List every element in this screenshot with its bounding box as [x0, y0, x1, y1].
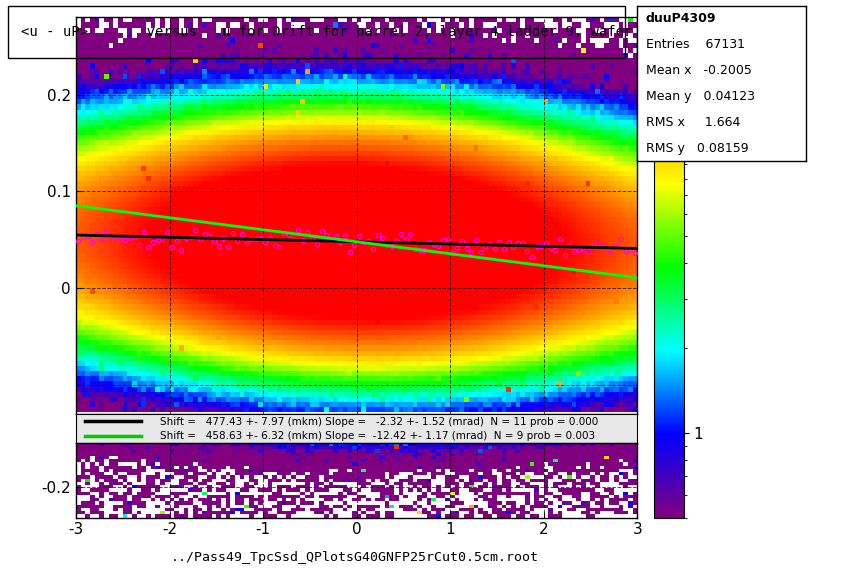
Text: duuP4309: duuP4309	[646, 12, 717, 25]
Text: Mean y   0.04123: Mean y 0.04123	[646, 90, 755, 103]
Text: Mean x   -0.2005: Mean x -0.2005	[646, 64, 751, 77]
Text: ../Pass49_TpcSsd_QPlotsG40GNFP25rCut0.5cm.root: ../Pass49_TpcSsd_QPlotsG40GNFP25rCut0.5c…	[170, 550, 538, 564]
Text: <u - uP>       versus   u for Drift for barrel 2, layer 4 ladder 9, wafer 3: <u - uP> versus u for Drift for barrel 2…	[21, 25, 649, 39]
Text: Shift =   477.43 +- 7.97 (mkm) Slope =   -2.32 +- 1.52 (mrad)  N = 11 prob = 0.0: Shift = 477.43 +- 7.97 (mkm) Slope = -2.…	[160, 417, 598, 427]
Text: RMS x     1.664: RMS x 1.664	[646, 116, 740, 129]
Text: Shift =   458.63 +- 6.32 (mkm) Slope =  -12.42 +- 1.17 (mrad)  N = 9 prob = 0.00: Shift = 458.63 +- 6.32 (mkm) Slope = -12…	[160, 431, 595, 442]
Text: Entries    67131: Entries 67131	[646, 38, 744, 51]
Text: RMS y   0.08159: RMS y 0.08159	[646, 141, 749, 155]
